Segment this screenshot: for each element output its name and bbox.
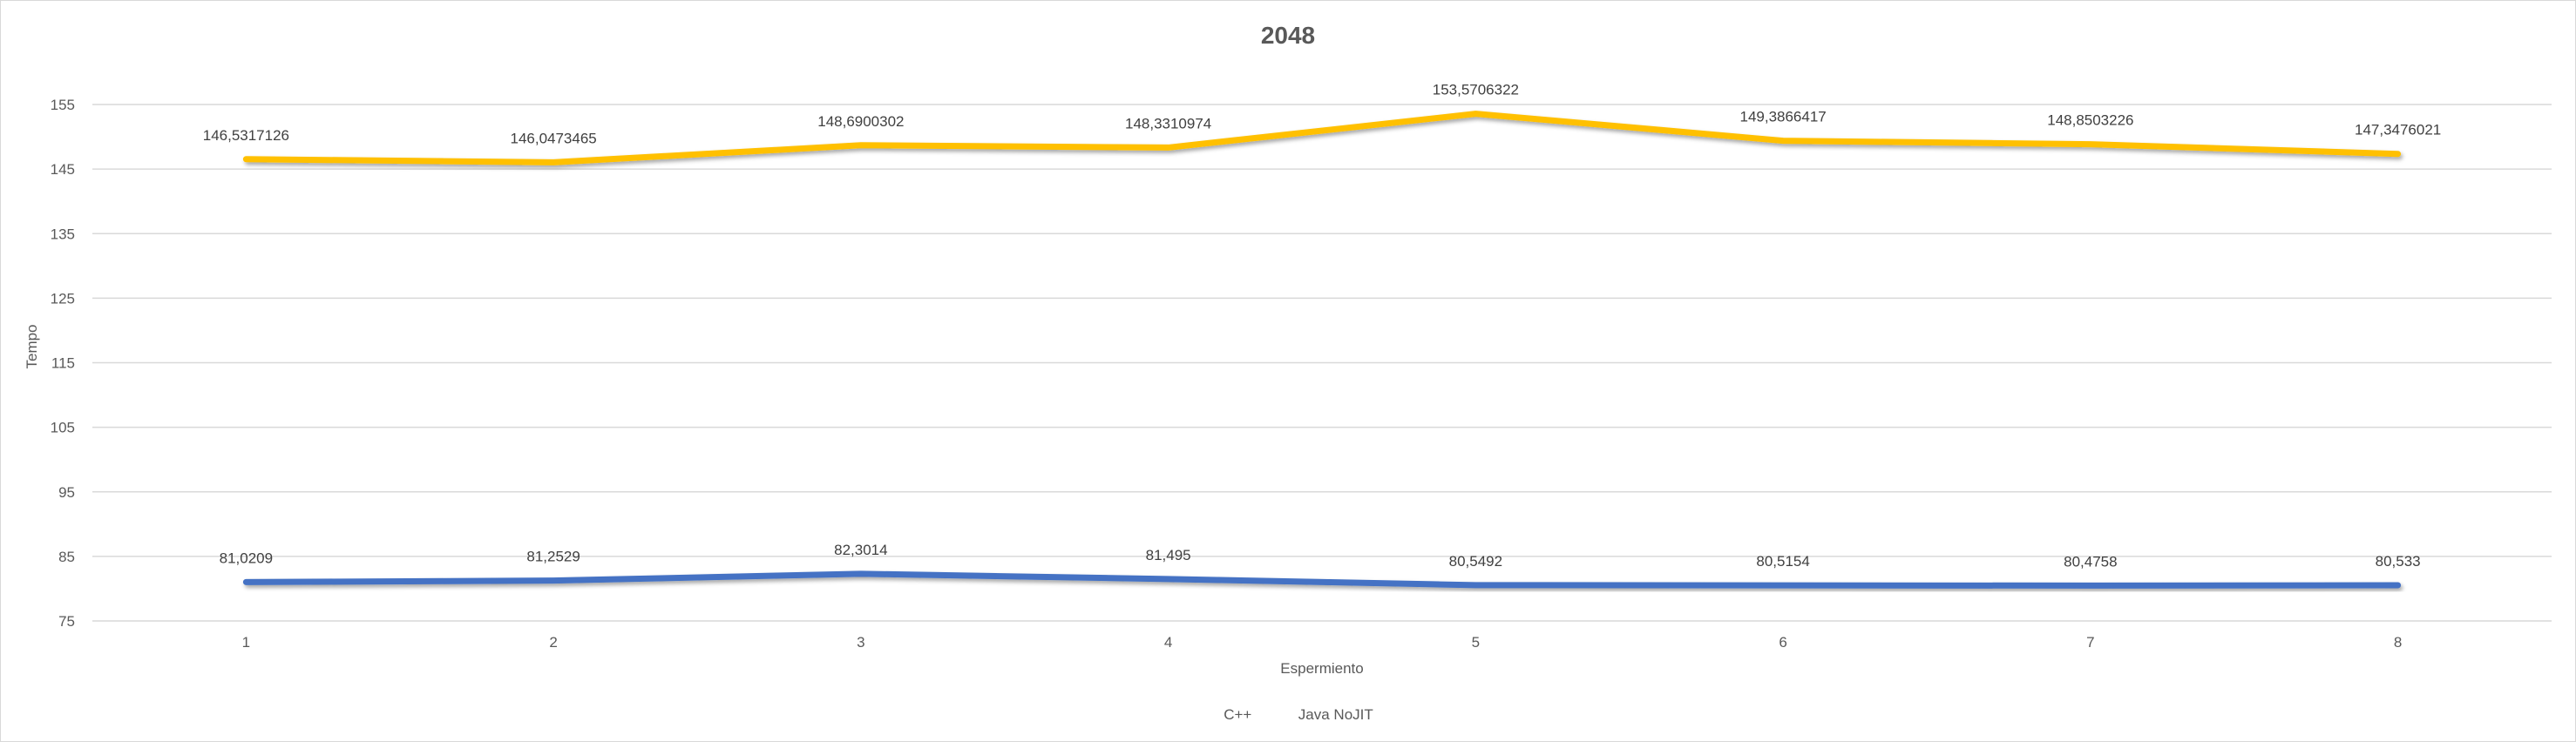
data-label: 148,6900302 [817, 113, 904, 130]
data-label: 148,3310974 [1125, 115, 1211, 132]
x-tick-label: 6 [1779, 634, 1786, 651]
data-label: 80,533 [2376, 553, 2421, 570]
data-label: 146,5317126 [203, 127, 289, 144]
x-tick-label: 8 [2394, 634, 2402, 651]
data-label: 81,0209 [220, 550, 273, 566]
data-label: 80,4758 [2064, 553, 2117, 570]
series-line [242, 570, 2402, 589]
y-tick-label: 95 [58, 484, 75, 501]
chart-title: 2048 [1261, 22, 1315, 49]
data-label: 82,3014 [834, 542, 887, 558]
legend-label: C++ [1224, 706, 1251, 723]
x-tick-label: 5 [1472, 634, 1480, 651]
x-tick-label: 7 [2086, 634, 2094, 651]
data-label: 81,495 [1146, 547, 1191, 563]
data-label: 153,5706322 [1433, 82, 1519, 98]
y-tick-label: 135 [51, 226, 75, 242]
x-tick-label: 3 [857, 634, 864, 651]
x-axis-label: Espermiento [1280, 660, 1363, 677]
y-tick-label: 105 [51, 420, 75, 436]
y-tick-label: 125 [51, 290, 75, 307]
data-label: 80,5154 [1756, 553, 1809, 570]
y-tick-label: 145 [51, 161, 75, 178]
x-tick-label: 1 [242, 634, 250, 651]
y-axis-label: Tempo [24, 324, 40, 368]
data-label: 80,5492 [1449, 553, 1502, 570]
y-tick-label: 115 [51, 355, 75, 372]
data-label: 149,3866417 [1739, 109, 1826, 125]
data-label: 81,2529 [526, 549, 580, 565]
data-label: 146,0473465 [510, 130, 596, 146]
data-label: 147,3476021 [2355, 122, 2441, 138]
legend: C++ Java NoJIT [1183, 706, 1373, 723]
legend-label: Java NoJIT [1298, 706, 1373, 723]
y-tick-label: 155 [51, 97, 75, 113]
data-label: 148,8503226 [2047, 112, 2133, 129]
x-tick-label: 4 [1164, 634, 1172, 651]
y-tick-label: 75 [58, 613, 75, 630]
series-line [242, 111, 2402, 165]
y-tick-label: 85 [58, 549, 75, 565]
x-tick-label: 2 [549, 634, 557, 651]
